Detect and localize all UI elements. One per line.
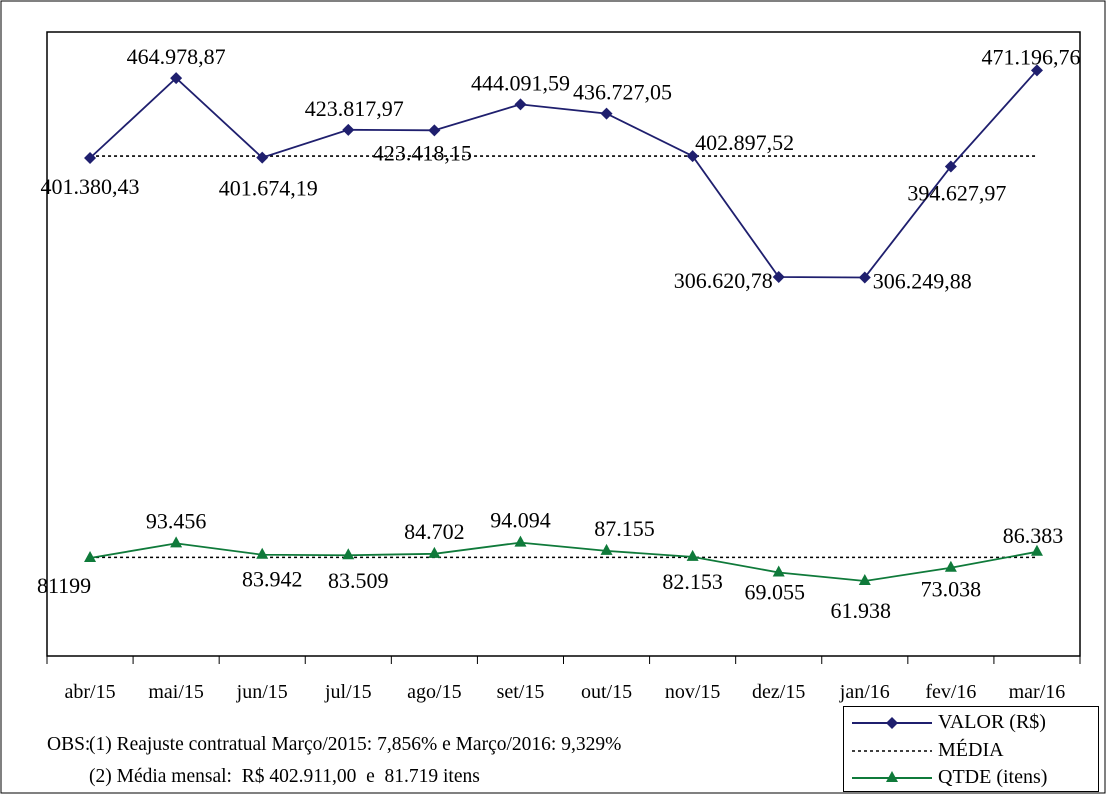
legend-label-valor: VALOR (R$) xyxy=(938,711,1046,733)
x-tick-label: ago/15 xyxy=(407,681,461,703)
data-labels: 401.380,43 464.978,87 401.674,19 423.817,97… xyxy=(37,44,1081,623)
x-tick-label: jan/16 xyxy=(839,681,890,703)
qtde-data-label: 83.942 xyxy=(242,567,303,592)
valor-point xyxy=(944,160,957,173)
x-tick-label: mar/16 xyxy=(1009,681,1066,703)
diamond-line-icon xyxy=(852,717,932,729)
series-lines xyxy=(89,69,1038,582)
valor-data-label: 306.249,88 xyxy=(873,268,972,293)
qtde-data-label: 69.055 xyxy=(744,580,805,605)
series-markers xyxy=(84,64,1043,585)
valor-point xyxy=(772,271,785,283)
valor-series-line xyxy=(89,69,1038,279)
qtde-data-label: 84.702 xyxy=(404,519,465,544)
qtde-point xyxy=(84,551,97,562)
qtde-point xyxy=(428,546,441,558)
valor-data-label: 402.897,52 xyxy=(695,130,794,155)
qtde-point xyxy=(772,565,785,577)
valor-point xyxy=(686,150,699,163)
qtde-point xyxy=(858,574,871,585)
qtde-data-label: 87.155 xyxy=(594,516,655,541)
valor-point xyxy=(256,151,269,164)
plot-frame xyxy=(46,31,1081,657)
qtde-data-label: 81199 xyxy=(37,573,91,598)
valor-data-label: 306.620,78 xyxy=(674,268,773,293)
obs-note-2: (2) Média mensal: R$ 402.911,00 e 81.719… xyxy=(89,766,480,787)
x-tick-label: nov/15 xyxy=(665,681,721,703)
valor-data-label: 401.674,19 xyxy=(219,176,318,201)
valor-point xyxy=(170,72,183,85)
valor-point xyxy=(600,107,613,120)
qtde-point xyxy=(944,560,957,572)
valor-data-label: 444.091,59 xyxy=(471,70,570,95)
x-tick-label: fev/16 xyxy=(925,681,976,703)
legend-item-valor: VALOR (R$) xyxy=(844,711,1100,735)
qtde-data-label: 94.094 xyxy=(490,508,551,533)
qtde-point xyxy=(514,535,527,547)
qtde-point xyxy=(686,549,699,561)
obs-note-1: (1) Reajuste contratual Março/2015: 7,85… xyxy=(89,734,622,755)
legend-item-media: MÉDIA xyxy=(844,739,1100,763)
x-tick-label: jul/15 xyxy=(324,681,372,703)
valor-point xyxy=(84,152,97,164)
legend-item-qtde: QTDE (itens) xyxy=(844,766,1100,790)
valor-point xyxy=(342,123,355,136)
valor-data-label: 423.817,97 xyxy=(305,96,404,121)
qtde-point xyxy=(170,536,183,548)
qtde-data-label: 93.456 xyxy=(146,508,207,533)
qtde-point xyxy=(1030,544,1043,556)
qtde-data-label: 83.509 xyxy=(328,568,389,593)
qtde-data-label: 73.038 xyxy=(921,577,982,602)
valor-data-label: 423.418,15 xyxy=(373,140,472,165)
legend-label-qtde: QTDE (itens) xyxy=(938,766,1048,788)
valor-data-label: 394.627,97 xyxy=(907,180,1006,205)
valor-point xyxy=(428,124,441,137)
qtde-point xyxy=(256,547,269,559)
dotted-line-icon xyxy=(852,750,932,752)
x-tick-label: dez/15 xyxy=(752,681,805,703)
qtde-data-label: 82.153 xyxy=(662,569,723,594)
qtde-point xyxy=(342,548,355,560)
x-tick-label: abr/15 xyxy=(64,681,115,703)
valor-data-label: 436.727,05 xyxy=(573,80,672,105)
valor-data-label: 464.978,87 xyxy=(127,44,226,69)
x-tick-label: jun/15 xyxy=(236,681,288,703)
x-tick-label: mai/15 xyxy=(148,681,204,703)
valor-point xyxy=(1030,64,1043,77)
obs-prefix: OBS: xyxy=(47,734,91,755)
qtde-data-label: 61.938 xyxy=(831,598,892,623)
valor-point xyxy=(858,271,871,284)
x-tick-label: out/15 xyxy=(581,681,632,703)
x-tick-label: set/15 xyxy=(497,681,545,703)
qtde-data-label: 86.383 xyxy=(1003,523,1064,548)
qtde-series-line xyxy=(89,541,1038,582)
chart-legend: VALOR (R$) MÉDIA QTDE (itens) xyxy=(843,706,1099,792)
legend-label-media: MÉDIA xyxy=(938,739,1004,761)
valor-point xyxy=(514,98,527,111)
x-axis: abr/15 mai/15 jun/15 jul/15 ago/15 set/15 out/… xyxy=(46,656,1081,703)
qtde-point xyxy=(600,543,613,555)
valor-data-label: 471.196,76 xyxy=(981,44,1080,69)
valor-data-label: 401.380,43 xyxy=(41,174,140,199)
triangle-line-icon xyxy=(852,771,932,782)
